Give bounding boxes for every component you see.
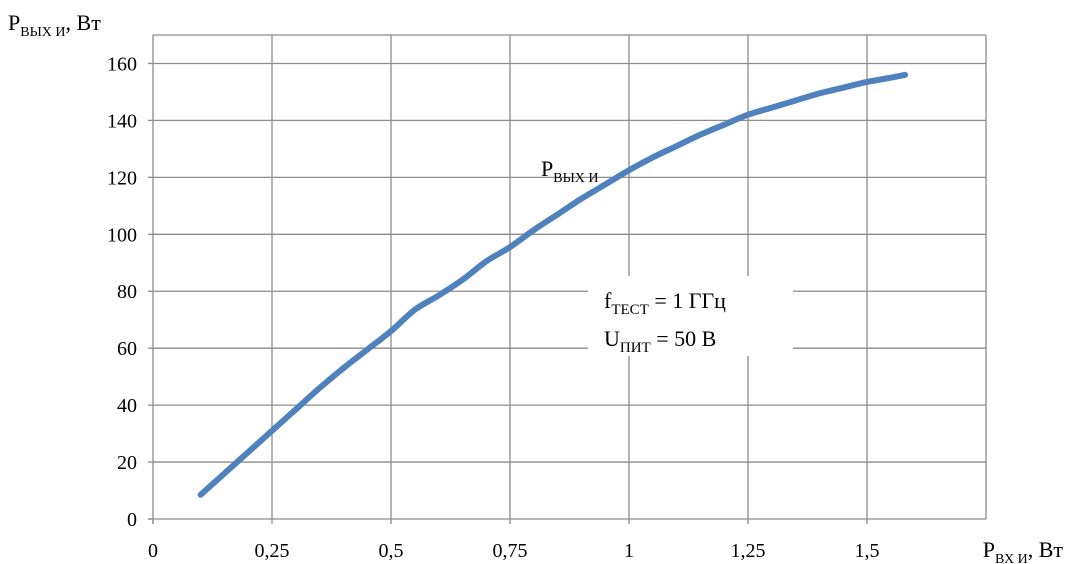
- data-point: [746, 113, 750, 117]
- data-point: [675, 144, 679, 148]
- data-point: [651, 155, 655, 159]
- annotation-voltage: UПИТ = 50 В: [604, 326, 716, 356]
- data-point: [341, 366, 345, 370]
- data-point: [222, 471, 226, 475]
- data-point: [484, 259, 488, 263]
- data-point: [698, 133, 702, 137]
- data-point: [199, 493, 203, 497]
- data-point: [460, 278, 464, 282]
- x-tick-label: 0,25: [255, 540, 290, 562]
- data-point: [794, 98, 798, 102]
- label-layer: 0 20 40 60 80 100 120 140 160 0 0,25 0,5 0,75 1 1,25 1,…: [8, 10, 1063, 564]
- y-tick-label: 80: [117, 281, 137, 303]
- x-tick-label: 1: [624, 540, 634, 562]
- grid-layer: [153, 34, 987, 519]
- data-point: [603, 182, 607, 186]
- x-tick-label: 0: [148, 540, 158, 562]
- data-point: [270, 429, 274, 433]
- y-tick-label: 120: [107, 167, 137, 189]
- y-tick-label: 60: [117, 338, 137, 360]
- data-point: [532, 228, 536, 232]
- x-axis-title: PВХ И, Вт: [983, 537, 1064, 564]
- data-point: [903, 73, 907, 77]
- y-tick-label: 20: [117, 452, 137, 474]
- y-axis-title: PВЫХ И, Вт: [8, 10, 101, 40]
- annotation-box: [588, 276, 793, 356]
- data-point: [437, 294, 441, 298]
- y-tick-label: 100: [107, 224, 137, 246]
- data-point: [817, 91, 821, 95]
- data-point: [294, 407, 298, 411]
- data-point: [508, 245, 512, 249]
- data-point: [627, 168, 631, 172]
- y-tick-label: 0: [127, 509, 137, 531]
- data-point: [246, 450, 250, 454]
- data-point: [389, 329, 393, 333]
- series-line: [197, 71, 909, 498]
- data-point: [865, 80, 869, 84]
- y-tick-label: 40: [117, 395, 137, 417]
- data-point: [841, 86, 845, 90]
- x-tick-label: 0,75: [493, 540, 528, 562]
- x-tick-label: 1,5: [855, 540, 880, 562]
- x-tick-label: 1,25: [731, 540, 766, 562]
- data-point: [722, 123, 726, 127]
- x-tick-label: 0,5: [379, 540, 404, 562]
- data-point: [770, 106, 774, 110]
- data-point: [318, 386, 322, 390]
- data-point: [889, 76, 893, 80]
- series-label: PВЫХ И: [541, 156, 599, 186]
- axis-layer: [148, 35, 986, 524]
- data-point: [579, 197, 583, 201]
- y-tick-label: 140: [107, 110, 137, 132]
- data-point: [365, 348, 369, 352]
- series-layer: [197, 71, 909, 498]
- annotation-frequency: fТЕСТ = 1 ГГц: [604, 288, 726, 318]
- data-point: [413, 308, 417, 312]
- data-point: [556, 212, 560, 216]
- y-tick-label: 160: [107, 53, 137, 75]
